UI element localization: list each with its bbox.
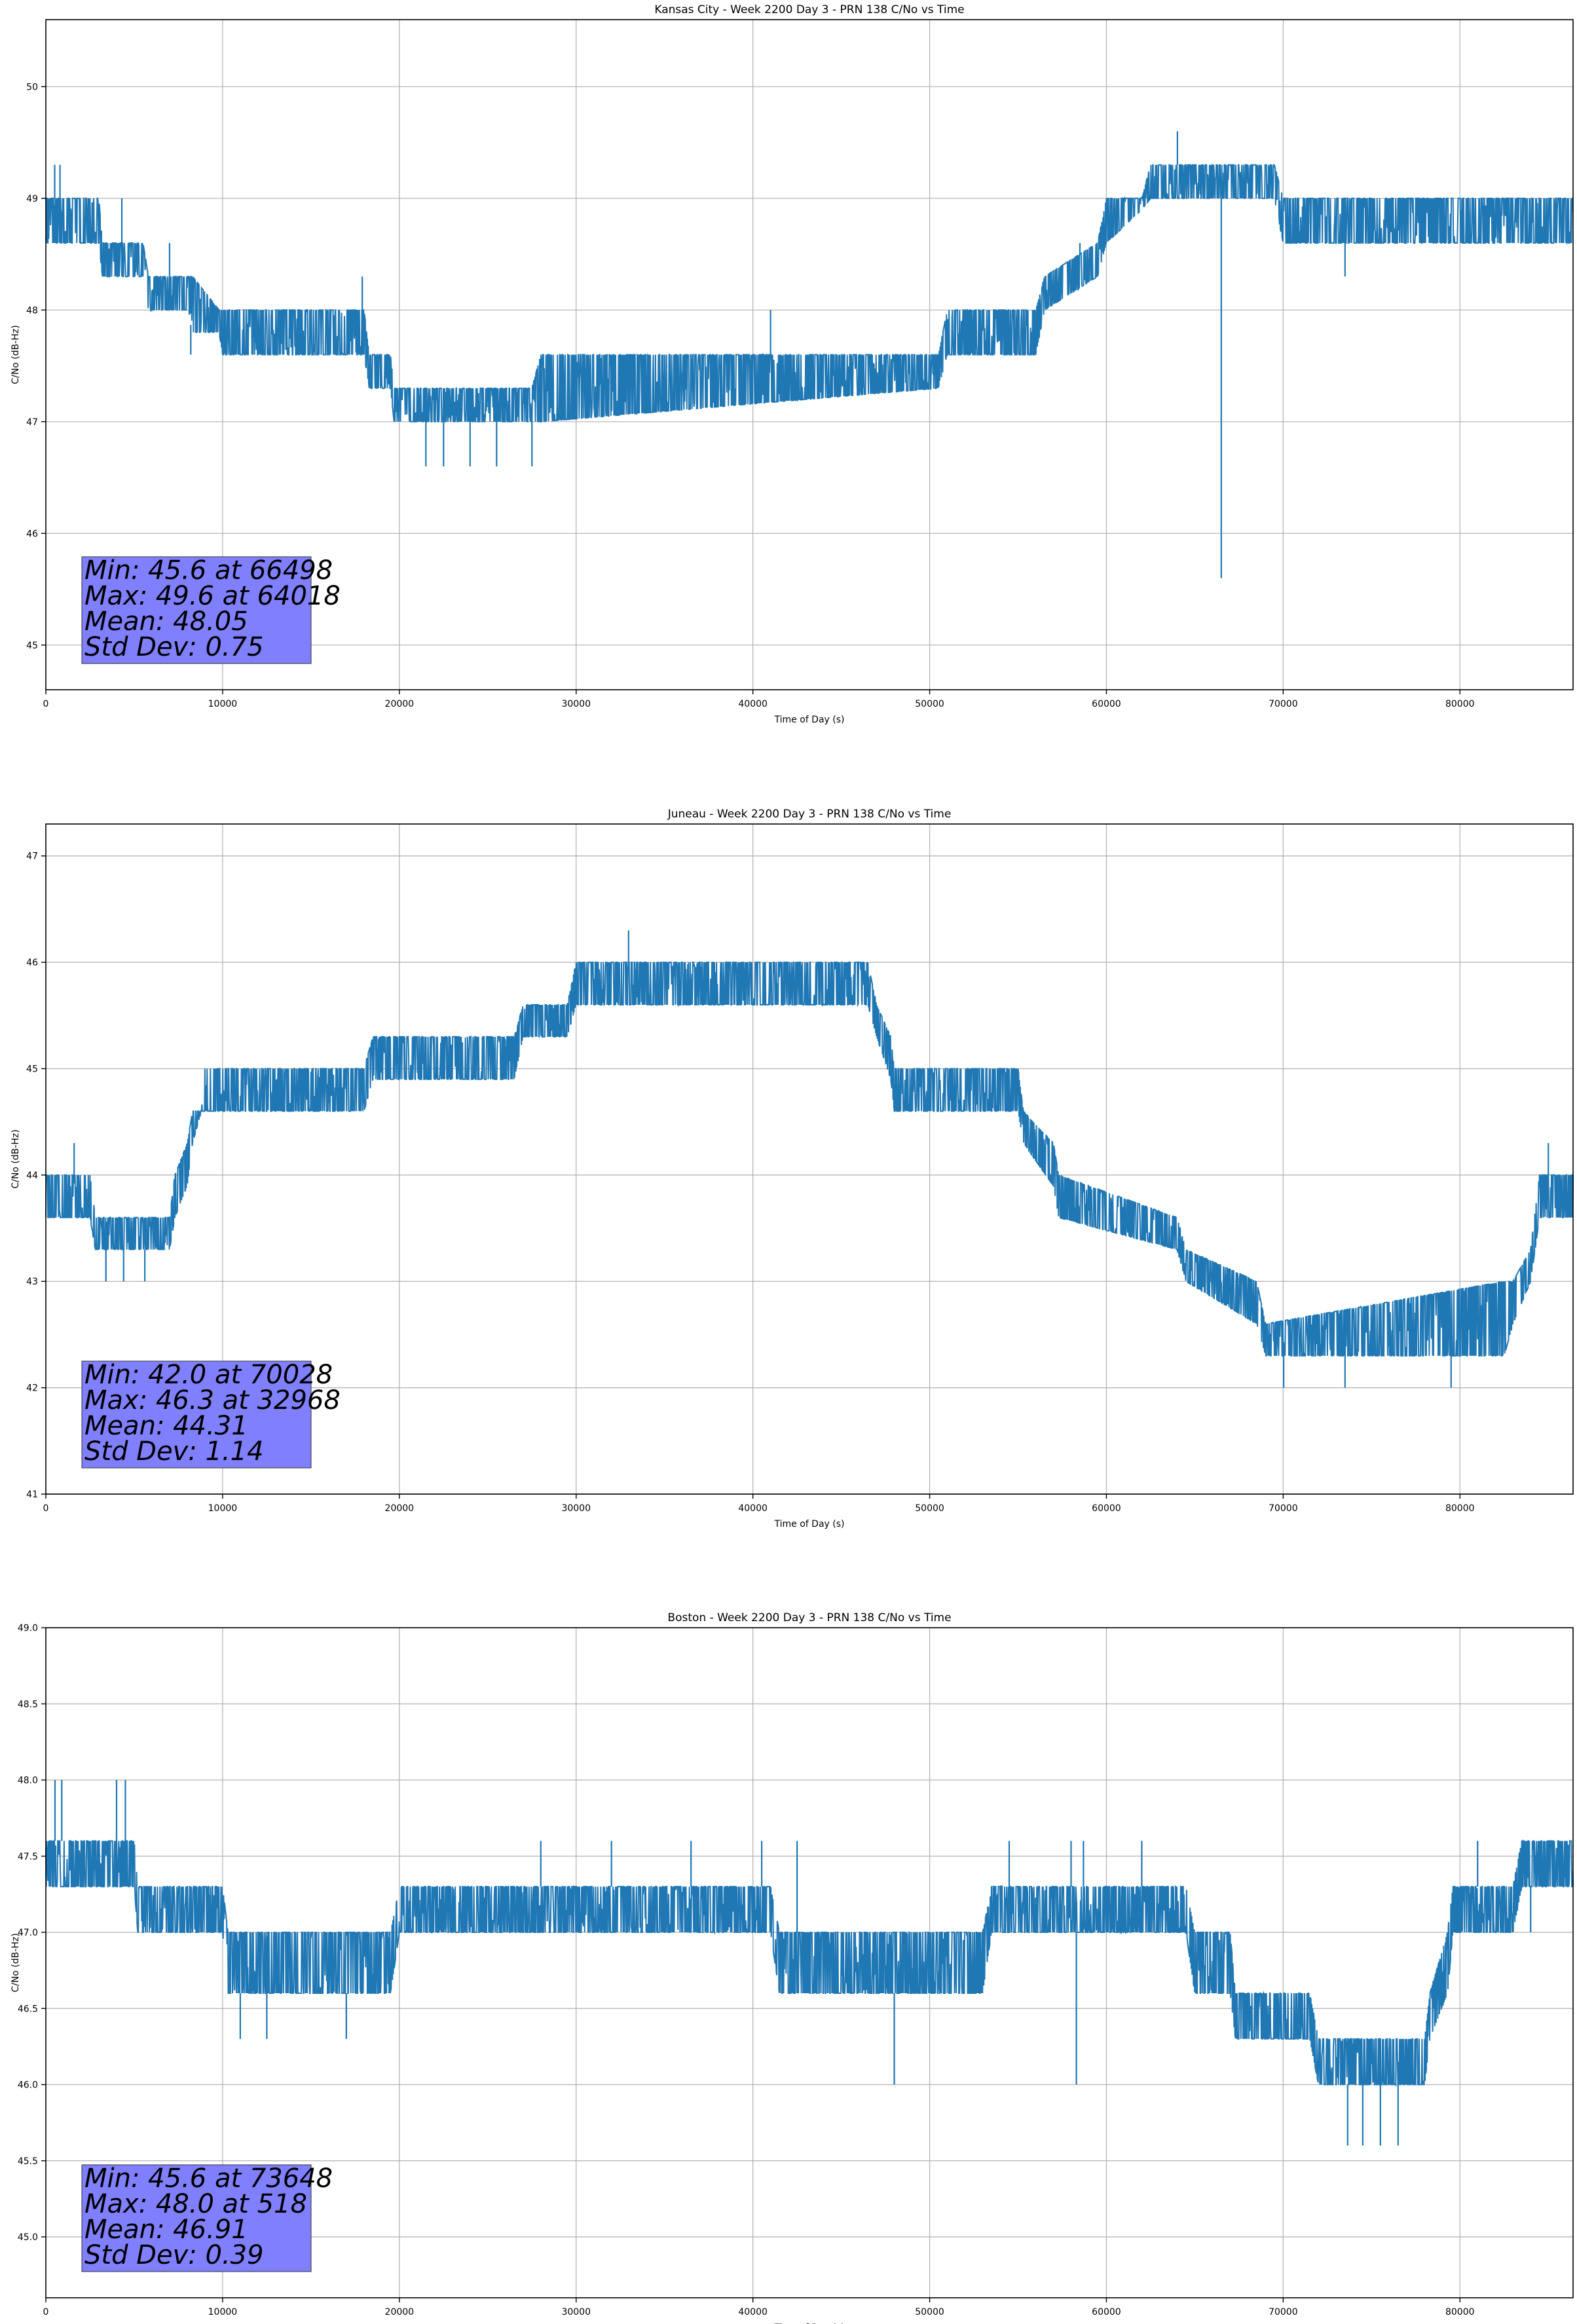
stats-line: Min: 45.6 at 73648 — [84, 2164, 333, 2194]
y-tick-label: 43 — [26, 1277, 38, 1287]
x-tick-label: 50000 — [915, 1503, 944, 1514]
x-tick-label: 10000 — [208, 2307, 238, 2317]
series-line — [45, 961, 1574, 1357]
y-tick-label: 46 — [26, 529, 38, 539]
x-tick-label: 40000 — [738, 1503, 768, 1514]
y-tick-label: 45 — [26, 1064, 38, 1074]
y-tick-label: 45.0 — [18, 2232, 38, 2243]
y-tick-label: 47.5 — [18, 1852, 38, 1862]
y-tick-label: 45.5 — [18, 2156, 38, 2167]
x-tick-label: 60000 — [1092, 2307, 1121, 2317]
stats-line: Std Dev: 0.39 — [84, 2240, 264, 2270]
chart-title: Boston - Week 2200 Day 3 - PRN 138 C/No … — [667, 1611, 951, 1624]
x-axis-label: Time of Day (s) — [774, 715, 845, 725]
y-tick-label: 50 — [26, 82, 38, 92]
x-tick-label: 0 — [43, 699, 49, 709]
x-tick-label: 10000 — [208, 699, 238, 709]
stats-line: Std Dev: 1.14 — [84, 1436, 264, 1467]
stats-line: Max: 46.3 at 32968 — [84, 1385, 341, 1415]
x-tick-label: 50000 — [915, 2307, 944, 2317]
x-tick-label: 40000 — [738, 2307, 768, 2317]
y-tick-label: 41 — [26, 1490, 38, 1500]
y-tick-label: 46.0 — [18, 2080, 38, 2091]
y-tick-label: 46 — [26, 958, 38, 968]
y-axis-label: C/No (dB-Hz) — [10, 325, 21, 384]
chart-title: Kansas City - Week 2200 Day 3 - PRN 138 … — [654, 3, 964, 16]
stats-line: Mean: 48.05 — [84, 607, 248, 637]
x-tick-label: 10000 — [208, 1503, 238, 1514]
y-tick-label: 47 — [26, 417, 38, 428]
x-tick-label: 60000 — [1092, 699, 1121, 709]
x-tick-label: 20000 — [385, 1503, 415, 1514]
y-tick-label: 47.0 — [18, 1928, 38, 1938]
series-line — [45, 164, 1574, 422]
x-tick-label: 80000 — [1445, 2307, 1475, 2317]
stats-line: Mean: 46.91 — [84, 2215, 248, 2245]
y-axis-label: C/No (dB-Hz) — [10, 1129, 21, 1188]
y-tick-label: 47 — [26, 852, 38, 862]
x-tick-label: 80000 — [1445, 699, 1475, 709]
x-tick-label: 0 — [43, 1503, 49, 1514]
x-tick-label: 20000 — [385, 699, 415, 709]
chart-panel-2: 0 10000 20000 30000 40000 50000 60000 70000 8000… — [10, 808, 1574, 1529]
y-tick-label: 42 — [26, 1383, 38, 1394]
y-axis-label: C/No (dB-Hz) — [10, 1933, 21, 1992]
x-tick-label: 60000 — [1092, 1503, 1121, 1514]
y-tick-label: 45 — [26, 641, 38, 651]
x-tick-label: 40000 — [738, 699, 768, 709]
x-tick-label: 70000 — [1269, 1503, 1298, 1514]
series-line — [45, 1839, 1574, 2088]
stats-box — [81, 556, 312, 664]
stats-line: Std Dev: 0.75 — [84, 632, 264, 662]
y-tick-label: 48 — [26, 305, 38, 316]
y-tick-label: 48.0 — [18, 1776, 38, 1786]
y-tick-label: 49.0 — [18, 1623, 38, 1634]
stats-line: Min: 42.0 at 70028 — [84, 1360, 333, 1390]
chart-panel-3: 0 10000 20000 30000 40000 50000 60000 70000 8000… — [10, 1611, 1574, 2324]
chart-panel-1: 0 10000 20000 30000 40000 50000 60000 70000 8000… — [10, 3, 1574, 725]
x-tick-label: 30000 — [561, 2307, 591, 2317]
plot-frame — [45, 823, 1574, 1495]
stats-line: Min: 45.6 at 66498 — [84, 555, 333, 586]
x-tick-label: 30000 — [561, 699, 591, 709]
plot-frame — [45, 19, 1574, 690]
x-axis-label: Time of Day (s) — [774, 2323, 845, 2324]
y-tick-label: 48.5 — [18, 1699, 38, 1710]
y-tick-label: 44 — [26, 1171, 38, 1181]
stats-line: Mean: 44.31 — [84, 1411, 248, 1441]
plot-frame — [45, 1627, 1574, 2298]
stats-box — [81, 1360, 312, 1469]
x-tick-label: 30000 — [561, 1503, 591, 1514]
x-tick-label: 70000 — [1269, 2307, 1298, 2317]
stats-line: Max: 48.0 at 518 — [84, 2189, 307, 2219]
chart-title: Juneau - Week 2200 Day 3 - PRN 138 C/No … — [667, 808, 952, 821]
y-tick-label: 46.5 — [18, 2004, 38, 2014]
stats-line: Max: 49.6 at 64018 — [84, 581, 341, 611]
x-tick-label: 80000 — [1445, 1503, 1475, 1514]
y-tick-label: 49 — [26, 194, 38, 204]
x-tick-label: 50000 — [915, 699, 944, 709]
x-tick-label: 0 — [43, 2307, 49, 2317]
x-axis-label: Time of Day (s) — [774, 1519, 845, 1529]
x-tick-label: 70000 — [1269, 699, 1298, 709]
x-tick-label: 20000 — [385, 2307, 415, 2317]
stats-box — [81, 2164, 312, 2272]
